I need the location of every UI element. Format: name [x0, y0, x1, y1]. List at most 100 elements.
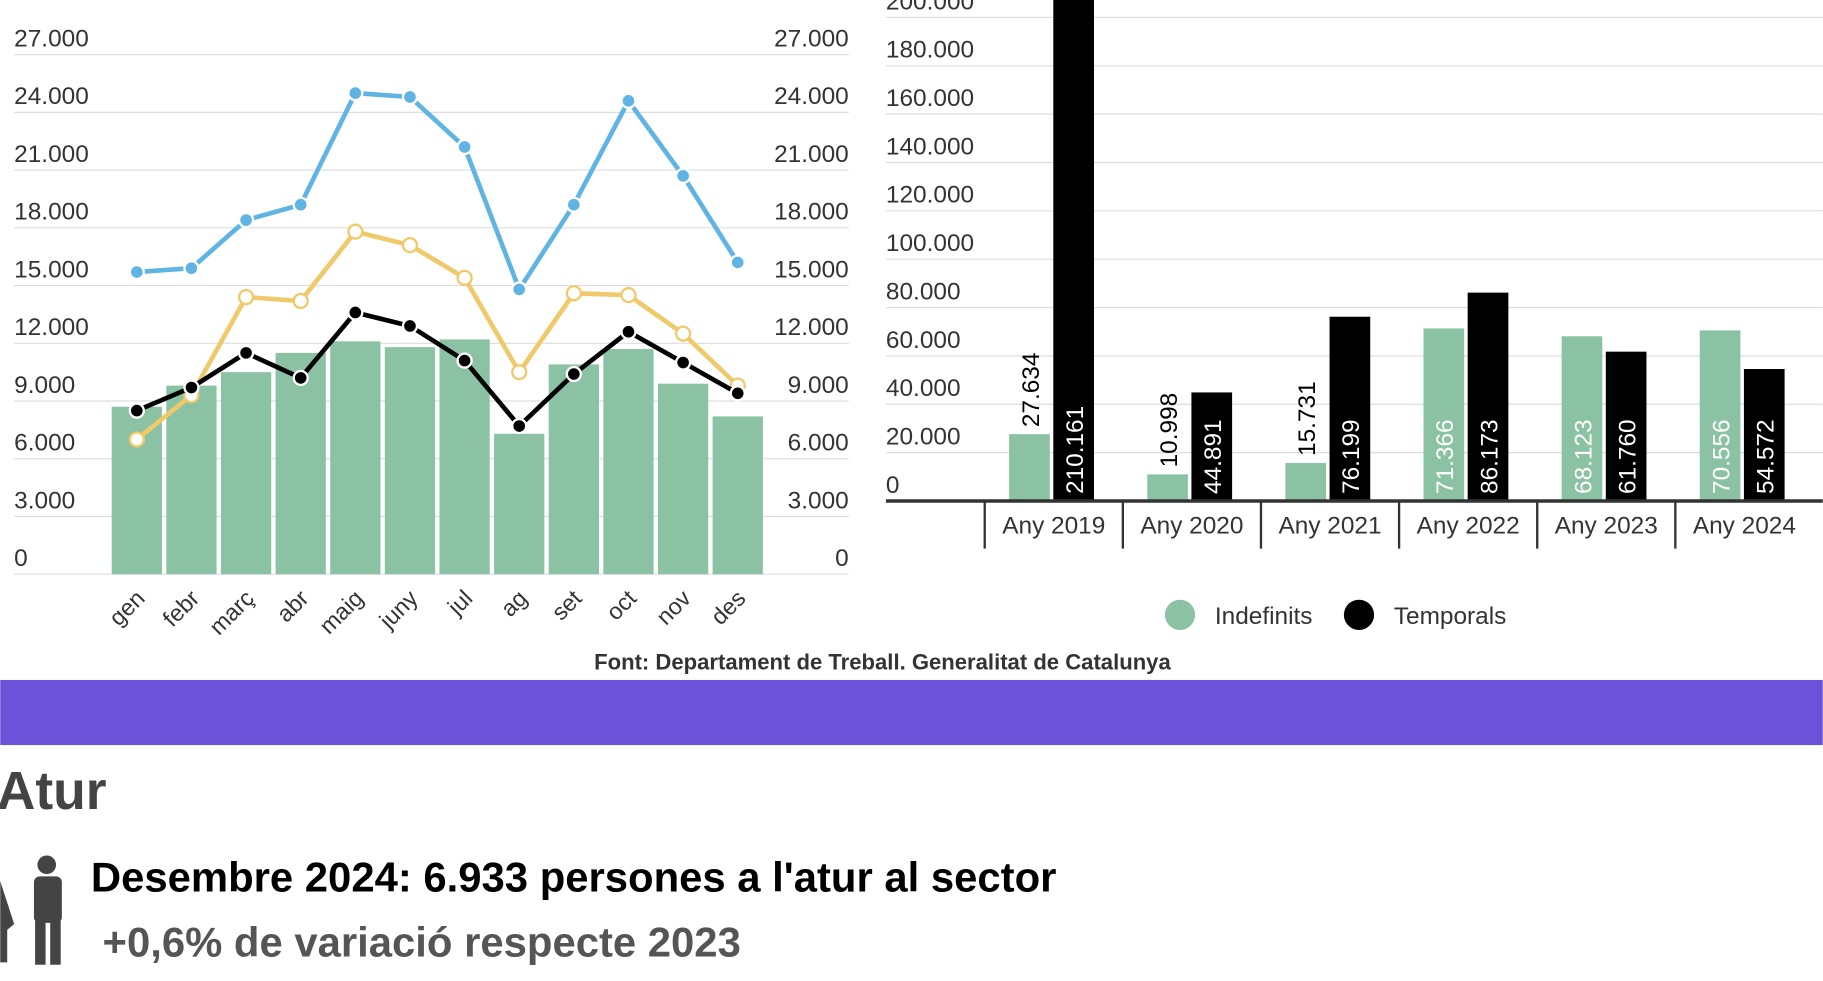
- bar: [330, 341, 381, 575]
- line-point: [237, 288, 255, 306]
- line-point: [237, 344, 255, 362]
- x-tick-label: Any 2020: [1140, 513, 1243, 540]
- value-label: 44.891: [1200, 419, 1227, 494]
- bar: [1053, 0, 1094, 501]
- bar: [1009, 434, 1050, 501]
- y-tick-label: 100.000: [886, 230, 974, 257]
- value-label: 15.731: [1294, 381, 1321, 456]
- x-tick-label: des: [706, 585, 751, 630]
- y-tick-label: 6.000: [14, 430, 75, 457]
- bar: [1605, 351, 1647, 501]
- bar: [1285, 462, 1327, 501]
- y2-tick-label: 12.000: [774, 314, 849, 341]
- line-point: [620, 287, 637, 304]
- line-point: [292, 196, 309, 213]
- line-point: [128, 263, 145, 281]
- x-tick-label: Any 2024: [1693, 513, 1796, 540]
- bar: [494, 433, 545, 575]
- x-tick-label: jul: [442, 585, 478, 621]
- banner: [0, 679, 1823, 746]
- line-point: [237, 211, 255, 229]
- x-tick-label: oct: [601, 585, 642, 626]
- line-point: [292, 292, 309, 310]
- line-point: [347, 223, 364, 240]
- line-point: [401, 236, 419, 254]
- y-tick-label: 140.000: [886, 133, 974, 160]
- line-point: [511, 281, 528, 298]
- y-tick-label: 21.000: [14, 141, 89, 168]
- bar: [712, 416, 763, 575]
- line-point: [456, 352, 473, 369]
- bar: [275, 352, 326, 575]
- line-series: [136, 90, 740, 292]
- y-tick-label: 20.000: [886, 423, 961, 450]
- headline: Desembre 2024: 6.933 persones a l'atur a…: [91, 854, 1057, 901]
- y-tick-label: 27.000: [14, 25, 89, 52]
- bar: [1561, 336, 1603, 501]
- value-label: 70.556: [1708, 419, 1735, 494]
- y2-tick-label: 27.000: [774, 25, 849, 52]
- bar: [1423, 328, 1465, 501]
- line-point: [347, 304, 364, 321]
- value-label: 76.199: [1338, 419, 1365, 494]
- line-point: [620, 323, 637, 340]
- x-tick-label: abr: [271, 585, 313, 627]
- line-point: [729, 254, 746, 271]
- y-tick-label: 3.000: [14, 487, 75, 514]
- y-tick-label: 200.000: [886, 0, 974, 15]
- x-tick-label: ag: [495, 585, 532, 622]
- line-point: [183, 379, 200, 396]
- y2-tick-label: 6.000: [788, 430, 849, 457]
- value-label: 10.998: [1156, 393, 1183, 468]
- line-point: [511, 417, 528, 435]
- legend-swatch: [1164, 599, 1196, 630]
- source: Font: Departament de Treball. Generalita…: [594, 649, 1171, 674]
- value-label: 210.161: [1062, 406, 1089, 494]
- y-tick-label: 0: [14, 545, 28, 572]
- bar: [1743, 369, 1785, 501]
- line-point: [565, 196, 582, 213]
- line-point: [511, 364, 528, 381]
- x-tick-label: febr: [158, 585, 205, 632]
- bar: [1467, 292, 1509, 501]
- bar: [220, 372, 272, 575]
- value-label: 86.173: [1476, 419, 1503, 494]
- y-tick-label: 15.000: [14, 256, 89, 283]
- bar: [1699, 330, 1741, 501]
- y2-tick-label: 21.000: [774, 141, 849, 168]
- subline: +0,6% de variació respecte 2023: [103, 919, 741, 966]
- bar: [1191, 392, 1233, 501]
- x-tick-label: gen: [104, 585, 150, 631]
- x-tick-label: juny: [374, 585, 424, 635]
- y-tick-label: 9.000: [14, 372, 75, 399]
- bar: [657, 383, 709, 575]
- y2-tick-label: 15.000: [774, 256, 849, 283]
- line-point: [456, 138, 473, 156]
- bar: [1147, 474, 1188, 501]
- x-tick-label: Any 2022: [1417, 513, 1520, 540]
- x-tick-label: set: [546, 585, 587, 626]
- y-tick-label: 180.000: [886, 37, 974, 64]
- y2-tick-label: 3.000: [788, 487, 849, 514]
- y-tick-label: 80.000: [886, 278, 961, 305]
- value-label: 54.572: [1753, 419, 1780, 494]
- line-point: [292, 369, 309, 387]
- y-tick-label: 18.000: [14, 199, 89, 226]
- line-point: [565, 365, 582, 383]
- y-tick-label: 120.000: [886, 182, 974, 209]
- bar: [1329, 316, 1371, 501]
- y-tick-label: 24.000: [14, 83, 89, 110]
- line-point: [674, 325, 692, 342]
- bar: [439, 339, 490, 575]
- legend-label: Indefinits: [1215, 603, 1313, 630]
- y2-tick-label: 0: [835, 545, 849, 572]
- section-title: Atur: [0, 762, 107, 821]
- line-series: [135, 310, 739, 429]
- value-label: 27.634: [1018, 353, 1045, 428]
- x-tick-label: Any 2019: [1002, 513, 1105, 540]
- line-point: [128, 431, 145, 448]
- y2-tick-label: 9.000: [788, 372, 849, 399]
- x-tick-label: Any 2023: [1555, 513, 1658, 540]
